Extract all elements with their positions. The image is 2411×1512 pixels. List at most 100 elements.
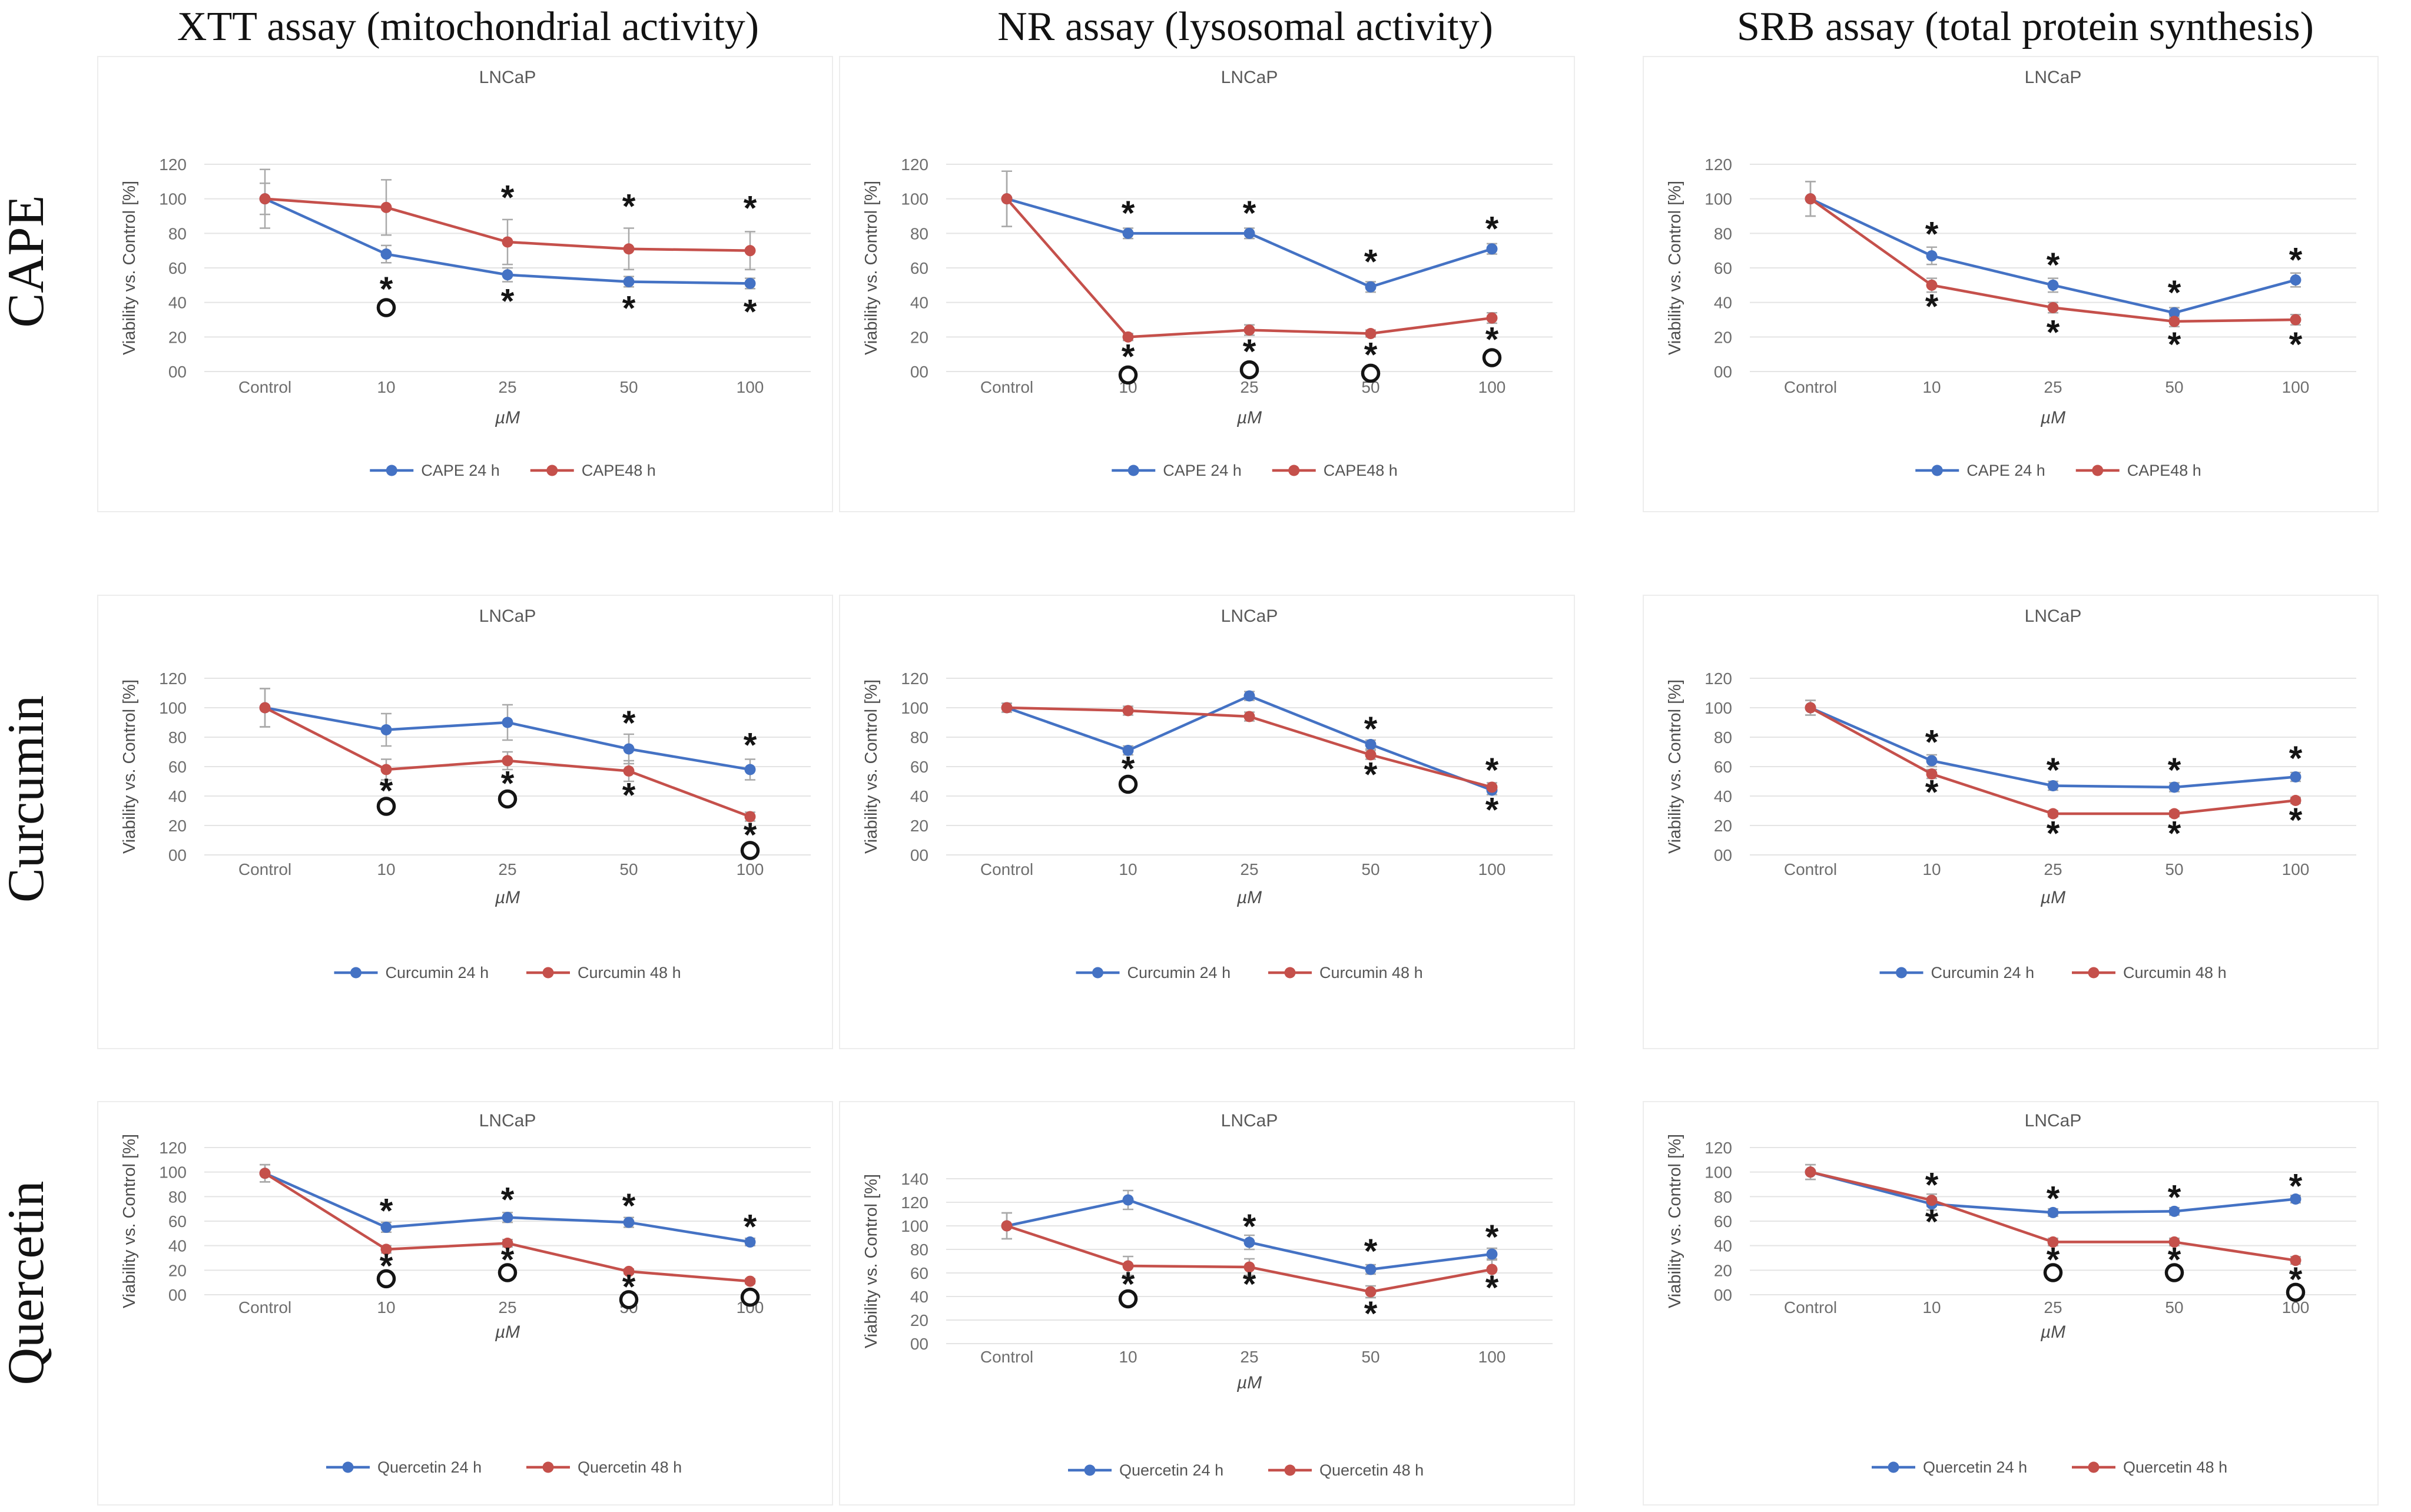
data-point [2168,1236,2180,1248]
legend-marker-dot [1931,465,1943,476]
chart-panel-cape-xtt: LNCaP 00 20 40 60 80 100 120 Viability vs. Contr… [97,56,833,512]
legend-marker-dot [542,1461,554,1473]
plot-area: LNCaP 00 20 40 60 80 100 120 Viability vs. Contr… [120,606,811,982]
row-label-curcumin: Curcumin [0,695,55,903]
data-point [2290,771,2301,782]
data-point [1001,193,1013,205]
x-axis-label: µM [495,408,520,427]
data-point [1486,781,1498,793]
data-point [2290,1193,2301,1205]
x-axis-label: µM [495,1322,520,1342]
x-tick-label: 10 [1119,860,1137,878]
data-point [1122,1194,1134,1206]
asterisk-annotation: * [2047,1179,2060,1218]
x-tick-label: 100 [1478,860,1506,878]
x-tick-label: 25 [498,378,516,396]
y-axis-label: Viability vs. Control [%] [120,679,139,854]
x-tick-label: 10 [377,1298,395,1317]
y-tick-label: 120 [159,669,187,688]
data-point [1805,702,1816,714]
y-tick-label: 120 [159,155,187,174]
y-tick-label: 40 [910,1288,928,1306]
asterisk-annotation: * [501,179,515,217]
y-tick-label: 120 [159,1139,187,1157]
legend-label: CAPE 24 h [421,462,500,479]
asterisk-annotation: * [1364,1232,1378,1271]
legend-label: CAPE48 h [582,462,656,479]
chart-title: LNCaP [2025,68,2082,87]
legend-label: Quercetin 48 h [2123,1458,2227,1476]
legend-marker-dot [342,1461,354,1473]
data-point [2047,1236,2059,1248]
y-tick-label: 100 [159,190,187,208]
chart-title: LNCaP [479,68,536,87]
y-tick-label: 40 [910,294,928,312]
data-point [1926,279,1938,291]
asterisk-annotation: * [2047,751,2060,790]
data-point [1122,705,1134,717]
data-point [502,755,513,767]
y-tick-label: 80 [168,1188,187,1206]
y-tick-label: 20 [168,1261,187,1279]
data-point [744,1275,756,1287]
data-point [502,717,513,728]
legend-marker-dot [350,967,362,979]
x-tick-label: Control [238,860,291,878]
y-tick-label: 20 [1714,817,1732,835]
data-point [1805,1166,1816,1178]
chart-title: LNCaP [1221,68,1278,87]
data-point [380,764,392,775]
legend-marker-dot [1284,967,1296,979]
asterisk-annotation: * [380,1192,393,1230]
asterisk-annotation: * [1925,215,1939,253]
data-point [623,765,635,777]
data-point [2168,1205,2180,1217]
data-point [2290,314,2301,326]
x-tick-label: 100 [2282,860,2310,878]
y-tick-label: 20 [910,1311,928,1329]
y-tick-label: 20 [168,817,187,835]
legend-marker-dot [1084,1464,1096,1476]
asterisk-annotation: * [622,187,636,226]
data-point [2290,795,2301,806]
y-tick-label: 40 [1714,294,1732,312]
data-point [2168,316,2180,327]
x-tick-label: 25 [498,1298,516,1317]
data-point [502,269,513,281]
y-axis-label: Viability vs. Control [%] [1666,181,1684,355]
x-tick-label: 25 [1240,378,1258,396]
plot-area: LNCaP 00 20 40 60 80 100 120 Viability vs. Contr… [120,1111,811,1476]
asterisk-annotation: * [744,1208,757,1246]
data-point [2168,781,2180,793]
y-tick-label: 60 [168,259,187,277]
legend-marker-dot [1284,1464,1296,1476]
legend-label: Quercetin 48 h [1319,1461,1424,1479]
x-axis-label: µM [1236,408,1262,427]
data-point [2290,274,2301,286]
legend-marker-dot [542,967,554,979]
circle-annotation [740,841,760,860]
circle-annotation [1118,774,1138,794]
x-tick-label: Control [1784,1298,1837,1317]
y-tick-label: 40 [168,787,187,805]
y-tick-label: 00 [910,363,928,381]
asterisk-annotation: * [2289,326,2303,364]
chart-title: LNCaP [479,1111,536,1130]
circle-annotation [376,1269,396,1289]
legend-marker-dot [2088,967,2100,979]
legend-label: CAPE48 h [2127,462,2201,479]
chart-title: LNCaP [1221,1111,1278,1130]
x-tick-label: Control [980,860,1033,878]
plot-area: LNCaP 00 20 40 60 80 100 120 Viability vs. Contr… [120,68,811,479]
y-tick-label: 100 [159,1163,187,1182]
plot-area: LNCaP 00 20 40 60 80 100 120 Viability vs. Contr… [862,606,1553,982]
plot-area: LNCaP 00 20 40 60 80 100 120 Viability vs. Contr… [1666,606,2356,982]
x-tick-label: 50 [1361,1348,1379,1366]
x-tick-label: 25 [2044,1298,2062,1317]
data-point [1001,1220,1013,1232]
legend-label: Quercetin 24 h [1923,1458,2027,1476]
x-tick-label: Control [238,378,291,396]
y-tick-label: 120 [901,1193,928,1212]
y-tick-label: 20 [910,328,928,346]
circle-annotation [376,298,396,317]
